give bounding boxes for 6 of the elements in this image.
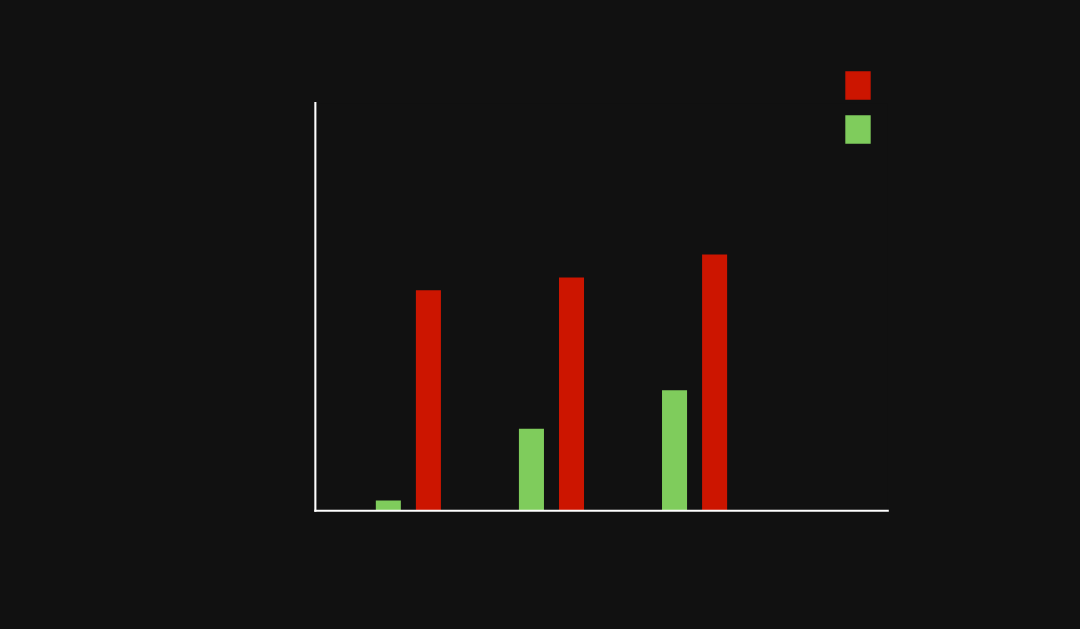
bar xyxy=(415,290,441,511)
bar xyxy=(558,277,585,511)
bar xyxy=(375,500,401,511)
bar xyxy=(702,254,728,511)
bar xyxy=(662,390,688,511)
bar xyxy=(518,428,544,511)
